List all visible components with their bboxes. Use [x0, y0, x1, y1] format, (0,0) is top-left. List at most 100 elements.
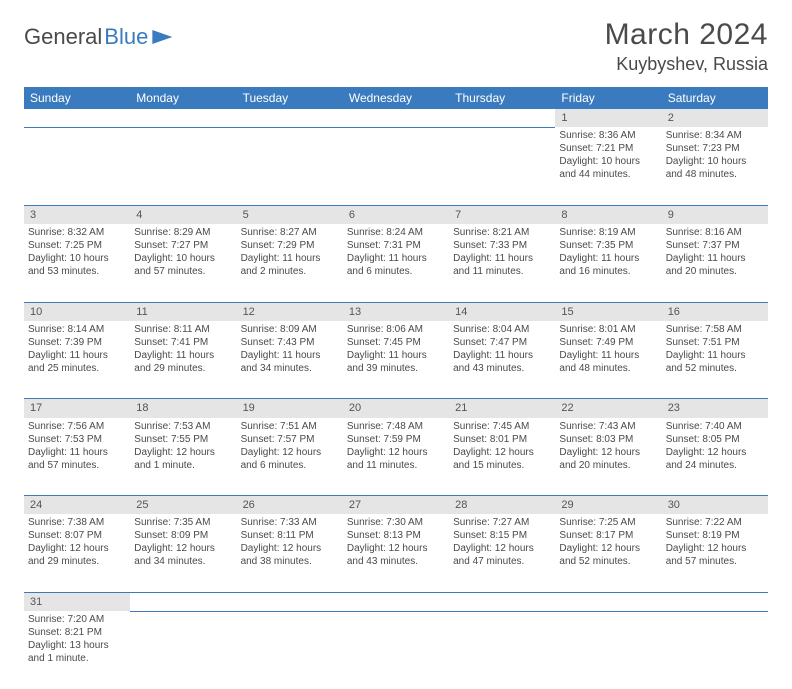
sunrise-text: Sunrise: 7:48 AM [347, 420, 445, 433]
daynum-cell: 6 [343, 205, 449, 224]
daynum-cell: 19 [237, 399, 343, 418]
page-header: GeneralBlue March 2024 Kuybyshev, Russia [24, 18, 768, 75]
daylight2-text: and 48 minutes. [666, 168, 764, 181]
daynum-row: 3456789 [24, 205, 768, 224]
sunrise-text: Sunrise: 8:36 AM [559, 129, 657, 142]
daylight1-text: Daylight: 10 hours [666, 155, 764, 168]
sunset-text: Sunset: 7:41 PM [134, 336, 232, 349]
day-cell: Sunrise: 7:51 AMSunset: 7:57 PMDaylight:… [237, 418, 343, 496]
day-cell: Sunrise: 7:30 AMSunset: 8:13 PMDaylight:… [343, 514, 449, 592]
daylight1-text: Daylight: 11 hours [666, 349, 764, 362]
daylight1-text: Daylight: 12 hours [666, 542, 764, 555]
detail-row: Sunrise: 7:20 AMSunset: 8:21 PMDaylight:… [24, 611, 768, 689]
daynum-cell: 4 [130, 205, 236, 224]
daynum-cell: 3 [24, 205, 130, 224]
sunset-text: Sunset: 8:03 PM [559, 433, 657, 446]
day-cell: Sunrise: 7:58 AMSunset: 7:51 PMDaylight:… [662, 321, 768, 399]
daynum-cell: 29 [555, 496, 661, 515]
sunrise-text: Sunrise: 8:32 AM [28, 226, 126, 239]
daylight2-text: and 25 minutes. [28, 362, 126, 375]
daynum-row: 24252627282930 [24, 496, 768, 515]
daynum-cell: 2 [662, 109, 768, 127]
daylight2-text: and 43 minutes. [347, 555, 445, 568]
month-title: March 2024 [605, 18, 768, 52]
daynum-cell [130, 592, 236, 611]
day-cell: Sunrise: 7:53 AMSunset: 7:55 PMDaylight:… [130, 418, 236, 496]
sunrise-text: Sunrise: 8:14 AM [28, 323, 126, 336]
weekday-header: Monday [130, 87, 236, 109]
day-cell: Sunrise: 7:33 AMSunset: 8:11 PMDaylight:… [237, 514, 343, 592]
daylight1-text: Daylight: 12 hours [241, 542, 339, 555]
day-cell: Sunrise: 8:27 AMSunset: 7:29 PMDaylight:… [237, 224, 343, 302]
sunset-text: Sunset: 7:55 PM [134, 433, 232, 446]
sunrise-text: Sunrise: 8:19 AM [559, 226, 657, 239]
daylight2-text: and 1 minute. [28, 652, 126, 665]
day-cell: Sunrise: 8:16 AMSunset: 7:37 PMDaylight:… [662, 224, 768, 302]
daylight2-text: and 52 minutes. [666, 362, 764, 375]
daylight1-text: Daylight: 12 hours [241, 446, 339, 459]
day-cell: Sunrise: 7:38 AMSunset: 8:07 PMDaylight:… [24, 514, 130, 592]
sunrise-text: Sunrise: 7:35 AM [134, 516, 232, 529]
daynum-cell: 27 [343, 496, 449, 515]
sunset-text: Sunset: 7:53 PM [28, 433, 126, 446]
daylight1-text: Daylight: 12 hours [28, 542, 126, 555]
sunrise-text: Sunrise: 7:22 AM [666, 516, 764, 529]
day-cell [24, 127, 130, 205]
daylight1-text: Daylight: 10 hours [559, 155, 657, 168]
daylight2-text: and 34 minutes. [134, 555, 232, 568]
sunset-text: Sunset: 8:07 PM [28, 529, 126, 542]
sunset-text: Sunset: 7:21 PM [559, 142, 657, 155]
daylight2-text: and 24 minutes. [666, 459, 764, 472]
day-cell: Sunrise: 8:24 AMSunset: 7:31 PMDaylight:… [343, 224, 449, 302]
daylight1-text: Daylight: 10 hours [134, 252, 232, 265]
daylight1-text: Daylight: 12 hours [347, 446, 445, 459]
sunset-text: Sunset: 7:39 PM [28, 336, 126, 349]
daynum-cell [24, 109, 130, 127]
daynum-row: 31 [24, 592, 768, 611]
daynum-cell: 7 [449, 205, 555, 224]
sunrise-text: Sunrise: 7:56 AM [28, 420, 126, 433]
daylight1-text: Daylight: 12 hours [134, 446, 232, 459]
daylight2-text: and 2 minutes. [241, 265, 339, 278]
daynum-row: 17181920212223 [24, 399, 768, 418]
daynum-cell: 14 [449, 302, 555, 321]
daynum-cell: 9 [662, 205, 768, 224]
daylight2-text: and 57 minutes. [28, 459, 126, 472]
sunrise-text: Sunrise: 7:20 AM [28, 613, 126, 626]
title-block: March 2024 Kuybyshev, Russia [605, 18, 768, 75]
daynum-cell [555, 592, 661, 611]
daynum-row: 10111213141516 [24, 302, 768, 321]
sunrise-text: Sunrise: 7:33 AM [241, 516, 339, 529]
daynum-cell: 24 [24, 496, 130, 515]
day-cell [555, 611, 661, 689]
sunrise-text: Sunrise: 7:40 AM [666, 420, 764, 433]
daylight2-text: and 29 minutes. [28, 555, 126, 568]
daylight1-text: Daylight: 11 hours [347, 349, 445, 362]
daylight2-text: and 44 minutes. [559, 168, 657, 181]
daynum-cell [449, 592, 555, 611]
sunset-text: Sunset: 7:35 PM [559, 239, 657, 252]
day-cell: Sunrise: 8:36 AMSunset: 7:21 PMDaylight:… [555, 127, 661, 205]
daylight2-text: and 20 minutes. [559, 459, 657, 472]
sunrise-text: Sunrise: 7:53 AM [134, 420, 232, 433]
flag-icon [152, 30, 172, 44]
sunset-text: Sunset: 8:11 PM [241, 529, 339, 542]
day-cell: Sunrise: 8:09 AMSunset: 7:43 PMDaylight:… [237, 321, 343, 399]
daynum-cell: 30 [662, 496, 768, 515]
daylight2-text: and 39 minutes. [347, 362, 445, 375]
daynum-cell [449, 109, 555, 127]
day-cell: Sunrise: 7:56 AMSunset: 7:53 PMDaylight:… [24, 418, 130, 496]
sunset-text: Sunset: 7:23 PM [666, 142, 764, 155]
day-cell: Sunrise: 7:20 AMSunset: 8:21 PMDaylight:… [24, 611, 130, 689]
daylight2-text: and 15 minutes. [453, 459, 551, 472]
sunset-text: Sunset: 8:09 PM [134, 529, 232, 542]
daynum-cell [662, 592, 768, 611]
sunrise-text: Sunrise: 7:27 AM [453, 516, 551, 529]
day-cell: Sunrise: 8:14 AMSunset: 7:39 PMDaylight:… [24, 321, 130, 399]
daylight1-text: Daylight: 13 hours [28, 639, 126, 652]
daylight2-text: and 48 minutes. [559, 362, 657, 375]
daylight1-text: Daylight: 10 hours [28, 252, 126, 265]
daynum-cell: 11 [130, 302, 236, 321]
sunset-text: Sunset: 7:27 PM [134, 239, 232, 252]
sunset-text: Sunset: 7:25 PM [28, 239, 126, 252]
